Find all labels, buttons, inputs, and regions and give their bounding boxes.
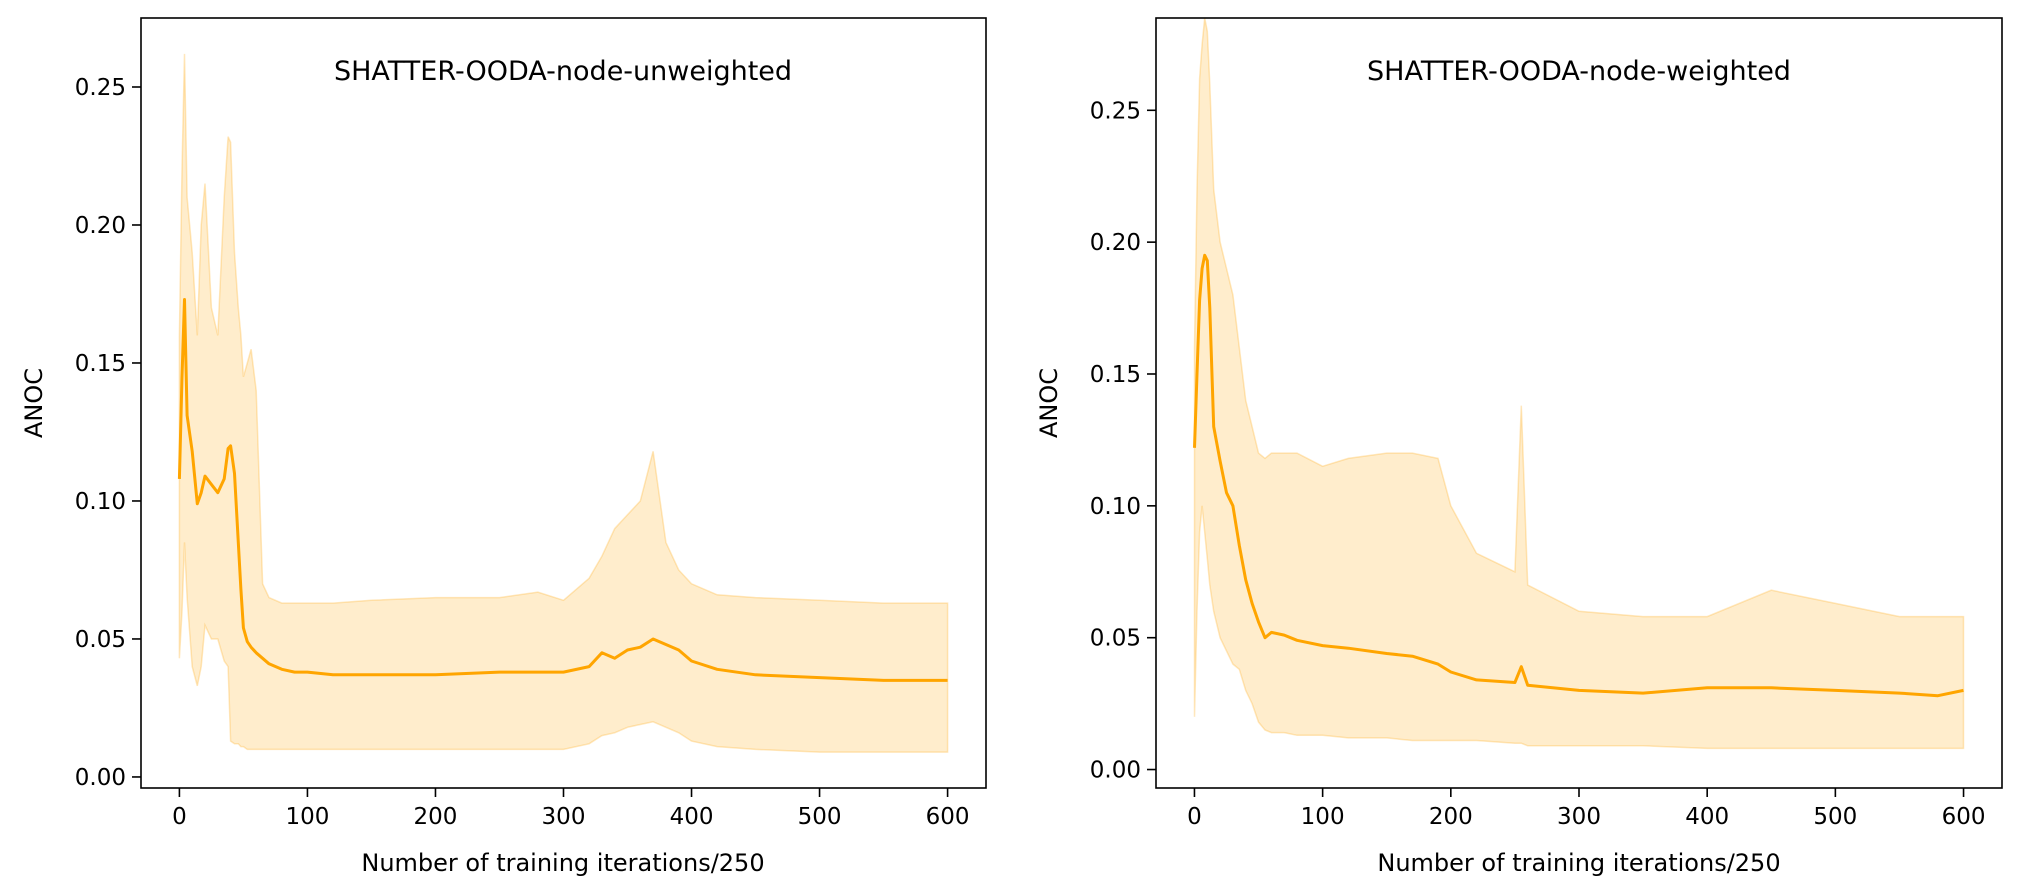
chart-right-ytick-label: 0.05 [1090,626,1141,652]
chart-left-xlabel: Number of training iterations/250 [361,849,764,877]
chart-left-ytick-label: 0.20 [75,213,126,239]
chart-right: SHATTER-OODA-node-weighted Number of tra… [1035,17,2003,877]
chart-right-xtick-label: 400 [1685,804,1729,830]
chart-right-xtick-label: 600 [1942,804,1986,830]
chart-left: SHATTER-OODA-node-unweighted Number of t… [20,17,987,877]
chart-left-xtick-label: 400 [670,804,714,830]
chart-left-confidence-band [178,53,949,753]
chart-left-ytick-label: 0.10 [75,489,126,515]
chart-right-xtick-label: 200 [1429,804,1473,830]
chart-right-xlabel: Number of training iterations/250 [1377,849,1780,877]
chart-left-title: SHATTER-OODA-node-unweighted [334,56,792,87]
chart-left-ytick-label: 0.05 [75,627,126,653]
chart-left-ytick-label: 0.00 [75,765,126,791]
chart-left-mean-line [177,298,948,682]
chart-right-xtick-label: 500 [1813,804,1857,830]
chart-right-ylabel: ANOC [1035,368,1063,438]
chart-left-xtick-label: 0 [172,804,187,830]
chart-left-ytick-label: 0.15 [75,351,126,377]
chart-right-ytick-label: 0.00 [1090,758,1141,784]
chart-left-xtick-label: 100 [285,804,329,830]
chart-right-ytick-label: 0.10 [1090,494,1141,520]
chart-right-confidence-band [1193,17,1965,750]
chart-right-mean-line [1193,253,1964,698]
chart-right-ytick-label: 0.20 [1090,230,1141,256]
chart-right-xtick-label: 300 [1557,804,1601,830]
chart-left-xtick-label: 300 [542,804,586,830]
chart-left-xtick-label: 600 [926,804,970,830]
chart-left-ytick-label: 0.25 [75,75,126,101]
chart-right-ytick-label: 0.15 [1090,362,1141,388]
chart-left-xtick-label: 200 [414,804,458,830]
chart-left-ylabel: ANOC [20,368,48,438]
chart-left-xtick-label: 500 [798,804,842,830]
chart-right-xtick-label: 100 [1301,804,1345,830]
chart-right-title: SHATTER-OODA-node-weighted [1367,56,1791,87]
chart-right-xtick-label: 0 [1187,804,1202,830]
chart-right-ytick-label: 0.25 [1090,98,1141,124]
